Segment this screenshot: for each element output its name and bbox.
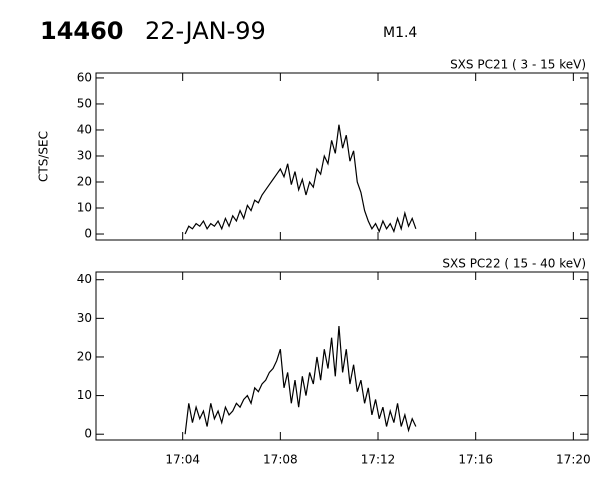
y-tick-label: 30	[77, 148, 92, 162]
event-date: 22-JAN-99	[145, 17, 266, 45]
y-tick-label: 50	[77, 96, 92, 110]
plot-frame	[95, 72, 589, 241]
y-tick-label: 10	[77, 388, 92, 402]
x-tick-label: 17:16	[458, 453, 493, 467]
y-tick-label: 20	[77, 349, 92, 363]
x-tick-label: 17:20	[556, 453, 591, 467]
y-tick-label: 60	[77, 70, 92, 84]
x-tick-label: 17:04	[165, 453, 200, 467]
plot-frame	[95, 271, 589, 441]
y-tick-label: 40	[77, 122, 92, 136]
y-tick-label: 0	[84, 427, 92, 441]
event-id: 14460	[40, 17, 124, 45]
data-line	[184, 326, 417, 435]
panel-title: SXS PC21 ( 3 - 15 keV)	[450, 58, 586, 72]
y-tick-label: 0	[84, 227, 92, 241]
y-tick-label: 20	[77, 174, 92, 188]
panel-title: SXS PC22 ( 15 - 40 keV)	[442, 257, 586, 271]
y-tick-label: 10	[77, 201, 92, 215]
data-line	[184, 124, 417, 235]
y-axis-label: CTS/SEC	[37, 131, 51, 182]
x-tick-label: 17:12	[361, 453, 396, 467]
y-tick-label: 30	[77, 311, 92, 325]
flare-class: M1.4	[383, 25, 417, 41]
x-tick-label: 17:08	[263, 453, 298, 467]
y-tick-label: 40	[77, 272, 92, 286]
